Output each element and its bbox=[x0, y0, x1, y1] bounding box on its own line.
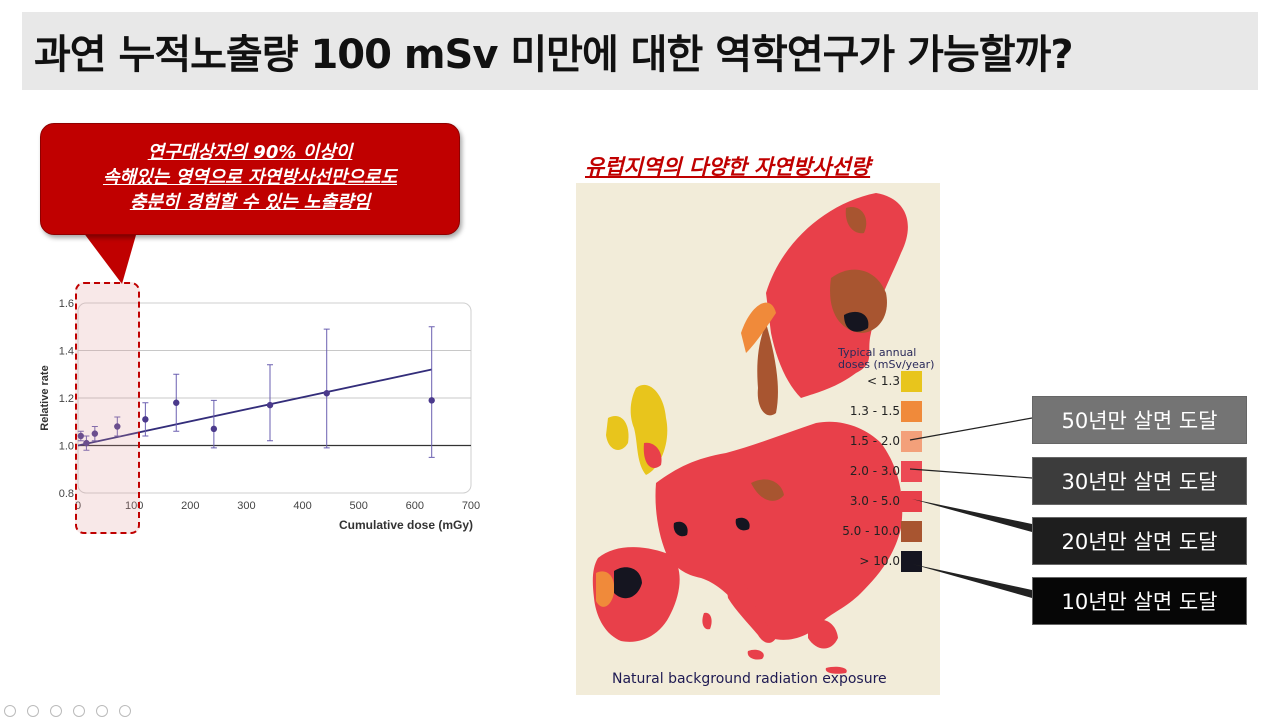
exposure-box: 50년만 살면 도달 bbox=[1032, 396, 1247, 444]
slides-grid-icon[interactable] bbox=[50, 705, 63, 717]
legend-row: < 1.3 bbox=[812, 371, 940, 395]
legend-swatch bbox=[901, 551, 922, 572]
radiation-map: Typical annual doses (mSv/year) < 1.3 1.3… bbox=[576, 183, 940, 695]
legend-row: 5.0 - 10.0 bbox=[812, 521, 940, 545]
data-point bbox=[210, 425, 218, 433]
title-bar: 과연 누적노출량 100 mSv 미만에 대한 역학연구가 가능할까? bbox=[22, 12, 1258, 90]
legend-row: 1.3 - 1.5 bbox=[812, 401, 940, 425]
more-options-icon[interactable] bbox=[119, 705, 132, 717]
legend-row: 3.0 - 5.0 bbox=[812, 491, 940, 515]
map-region-france-dark bbox=[673, 521, 688, 537]
footer-toolbar bbox=[4, 702, 137, 721]
data-point bbox=[428, 397, 435, 404]
map-caption: Natural background radiation exposure bbox=[612, 671, 887, 687]
map-region-greece bbox=[808, 619, 838, 649]
zoom-icon[interactable] bbox=[73, 705, 86, 717]
callout-line-1: 연구대상자의 90% 이상이 bbox=[147, 142, 353, 163]
legend-label: 5.0 - 10.0 bbox=[842, 524, 900, 538]
map-region-sardinia bbox=[702, 612, 712, 630]
map-region-norway-orange bbox=[741, 302, 776, 353]
map-title: 유럽지역의 다양한 자연방사선량 bbox=[585, 155, 871, 179]
x-tick-label: 0 bbox=[75, 500, 81, 512]
exposure-box: 10년만 살면 도달 bbox=[1032, 577, 1247, 625]
map-region-finland-dark bbox=[844, 311, 869, 332]
exposure-box: 20년만 살면 도달 bbox=[1032, 517, 1247, 565]
map-region-alps-dark bbox=[735, 517, 750, 531]
y-tick-label: 1.2 bbox=[59, 393, 74, 405]
legend-label: 2.0 - 3.0 bbox=[849, 464, 900, 478]
map-region-iberia-orange bbox=[596, 571, 615, 607]
y-tick-label: 1.0 bbox=[59, 441, 74, 453]
x-tick-label: 600 bbox=[406, 500, 424, 512]
data-point bbox=[83, 439, 90, 447]
low-dose-highlight bbox=[75, 282, 140, 534]
callout-text: 연구대상자의 90% 이상이 속해있는 영역으로 자연방사선만으로도 충분히 경… bbox=[41, 140, 459, 215]
europe-map-image bbox=[592, 193, 908, 674]
data-point bbox=[173, 399, 180, 406]
data-point bbox=[114, 423, 121, 430]
y-tick-label: 1.4 bbox=[59, 346, 74, 358]
data-point bbox=[142, 416, 149, 423]
legend-row: > 10.0 bbox=[812, 551, 940, 575]
x-tick-label: 400 bbox=[293, 500, 311, 512]
x-tick-label: 500 bbox=[350, 500, 368, 512]
fit-line bbox=[77, 368, 432, 447]
map-region-north-brown bbox=[845, 207, 867, 234]
dose-response-chart: 0.81.01.21.41.60 100 200 300 400 500 600 700Rel… bbox=[39, 298, 480, 532]
y-tick-label: 0.8 bbox=[59, 488, 74, 500]
legend-swatch bbox=[901, 521, 922, 542]
map-region-sicily bbox=[747, 649, 764, 660]
data-point bbox=[91, 430, 99, 437]
x-tick-label: 700 bbox=[462, 500, 480, 512]
legend-swatch bbox=[901, 461, 922, 482]
subtitles-icon[interactable] bbox=[96, 705, 109, 717]
legend-swatch bbox=[901, 371, 922, 392]
exposure-box: 30년만 살면 도달 bbox=[1032, 457, 1247, 505]
x-tick-label: 300 bbox=[237, 500, 255, 512]
legend-row: 2.0 - 3.0 bbox=[812, 461, 940, 485]
map-region-central-brown bbox=[751, 479, 784, 501]
data-point bbox=[323, 390, 330, 397]
x-tick-label: 200 bbox=[181, 500, 199, 512]
legend-swatch bbox=[901, 491, 922, 512]
map-region-sweden bbox=[757, 323, 778, 416]
legend-label: 1.3 - 1.5 bbox=[849, 404, 900, 418]
legend-swatch bbox=[901, 401, 922, 422]
data-point bbox=[266, 401, 274, 409]
map-region-britain-red bbox=[643, 442, 662, 469]
callout-box: 연구대상자의 90% 이상이 속해있는 영역으로 자연방사선만으로도 충분히 경… bbox=[40, 123, 460, 235]
y-tick-label: 1.6 bbox=[59, 298, 74, 310]
x-axis-label: Cumulative dose (mGy) bbox=[339, 518, 473, 532]
legend-row: 1.5 - 2.0 bbox=[812, 431, 940, 455]
y-axis-label: Relative rate bbox=[39, 365, 51, 430]
legend-label: 1.5 - 2.0 bbox=[849, 434, 900, 448]
callout-line-2: 속해있는 영역으로 자연방사선만으로도 bbox=[102, 167, 398, 188]
legend-title: Typical annual doses (mSv/year) bbox=[838, 346, 935, 371]
data-point bbox=[77, 432, 85, 440]
legend-label: > 10.0 bbox=[859, 554, 900, 568]
prev-slide-icon[interactable] bbox=[4, 705, 16, 717]
legend-label: < 1.3 bbox=[867, 374, 900, 388]
map-region-ireland bbox=[606, 415, 629, 450]
legend-label: 3.0 - 5.0 bbox=[849, 494, 900, 508]
map-region-iberia-dark bbox=[614, 567, 642, 599]
legend-swatch bbox=[901, 431, 922, 452]
map-region-italy bbox=[726, 579, 776, 643]
pen-icon[interactable] bbox=[27, 705, 40, 717]
map-region-mainland bbox=[655, 421, 903, 640]
map-region-crete bbox=[825, 666, 847, 674]
callout-line-3: 충분히 경험할 수 있는 노출량임 bbox=[129, 192, 371, 213]
slide-title: 과연 누적노출량 100 mSv 미만에 대한 역학연구가 가능할까? bbox=[34, 32, 1074, 78]
